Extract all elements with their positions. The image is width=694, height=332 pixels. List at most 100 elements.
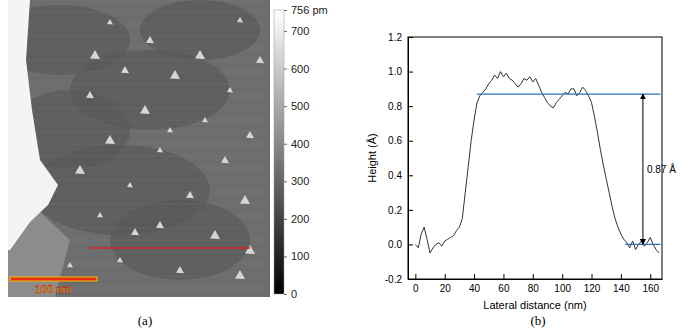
profile (415, 72, 659, 254)
colorbar-tick-label: 100 (291, 250, 309, 262)
y-tick-mark (408, 106, 413, 107)
y-tick: 1.0 (388, 66, 413, 77)
island (170, 70, 180, 79)
scan-line (8, 138, 270, 139)
scan-line (8, 216, 270, 217)
scan-line (8, 30, 270, 31)
reference-line (477, 93, 661, 94)
island (127, 182, 133, 187)
colorbar-tick-mark (284, 181, 287, 182)
x-tick-mark (650, 274, 651, 279)
y-axis: -0.20.00.20.40.60.81.01.2 (385, 32, 413, 285)
x-axis-line (409, 279, 663, 280)
y-tick: 0.6 (388, 135, 413, 146)
island (221, 156, 229, 163)
island (237, 17, 243, 22)
scan-line (8, 102, 270, 103)
x-tick-mark (562, 274, 563, 279)
x-tick-mark (621, 274, 622, 279)
y-tick-label: 0.4 (388, 170, 402, 181)
scan-line (8, 156, 270, 157)
x-tick: 100 (554, 274, 571, 294)
island (167, 127, 173, 132)
x-tick: 140 (613, 274, 630, 294)
scan-line (8, 6, 270, 7)
island (117, 257, 123, 262)
caption: (a) (138, 313, 152, 328)
island (156, 221, 164, 228)
y-tick-label: -0.2 (385, 274, 403, 285)
colorbar-tick: 600 (284, 63, 309, 75)
island (140, 105, 150, 114)
colorbar-tick: 756 pm (284, 4, 328, 16)
island (97, 212, 103, 217)
scan-line (8, 60, 270, 61)
y-axis-line (408, 38, 409, 280)
island (67, 262, 73, 267)
x-tick-label: 40 (469, 283, 481, 294)
colorbar-tick-mark (284, 144, 287, 145)
figure: 100 nm0100200300400500600700756 pm(a)020… (0, 0, 694, 332)
colorbar (274, 10, 284, 294)
plot-frame (408, 37, 662, 279)
scan-line (8, 72, 270, 73)
x-tick-label: 120 (584, 283, 601, 294)
scan-line (8, 36, 270, 37)
colorbar-tick-mark (284, 256, 287, 257)
x-tick-mark (415, 274, 416, 279)
island (186, 191, 194, 198)
y-tick: -0.2 (385, 274, 413, 285)
island (235, 270, 245, 279)
x-tick-mark (503, 274, 504, 279)
scale-bar (10, 277, 97, 281)
colorbar-tick: 700 (284, 25, 309, 37)
y-tick-mark (408, 244, 413, 245)
colorbar-tick-label: 500 (291, 100, 309, 112)
island (240, 195, 250, 204)
y-tick: 0.2 (388, 205, 413, 216)
island (90, 50, 100, 59)
x-axis: 020406080100120140160 (409, 274, 663, 294)
colorbar-tick-mark (284, 219, 287, 220)
y-tick-mark (408, 175, 413, 176)
scan-line (8, 168, 270, 169)
x-tick: 160 (642, 274, 659, 294)
y-tick-mark (408, 37, 413, 38)
bright-region (8, 0, 58, 250)
colorbar-tick-label: 756 pm (291, 4, 328, 16)
island (105, 135, 115, 144)
colorbar-tick: 200 (284, 213, 309, 225)
scan-line (8, 132, 270, 133)
colorbar-tick: 100 (284, 250, 309, 262)
y-tick-label: 1.2 (388, 32, 402, 43)
x-tick-mark (592, 274, 593, 279)
colorbar-tick-label: 700 (291, 25, 309, 37)
colorbar-axis: 0100200300400500600700756 pm (284, 4, 328, 300)
y-tick-label: 0.2 (388, 205, 402, 216)
scan-line (8, 150, 270, 151)
y-tick-label: 1.0 (388, 66, 402, 77)
island (246, 131, 254, 138)
x-tick-label: 0 (413, 283, 419, 294)
x-tick: 60 (498, 274, 510, 294)
scan-line (8, 126, 270, 127)
colorbar-tick-mark (284, 106, 287, 107)
scan-line (8, 162, 270, 163)
scan-line (8, 24, 270, 25)
colorbar-tick: 500 (284, 100, 309, 112)
island (227, 87, 233, 92)
x-tick-mark (533, 274, 534, 279)
scale-bar-label: 100 nm (35, 283, 72, 295)
scan-line (8, 114, 270, 115)
scan-line (8, 84, 270, 85)
y-tick-label: 0.0 (388, 239, 402, 250)
scan-line (8, 66, 270, 67)
island (86, 91, 94, 98)
scan-line (8, 42, 270, 43)
scan-line (8, 120, 270, 121)
colorbar-tick-label: 400 (291, 138, 309, 150)
plot-area (415, 72, 660, 254)
caption: (b) (530, 313, 545, 328)
island (107, 19, 113, 24)
x-tick: 0 (413, 274, 419, 294)
